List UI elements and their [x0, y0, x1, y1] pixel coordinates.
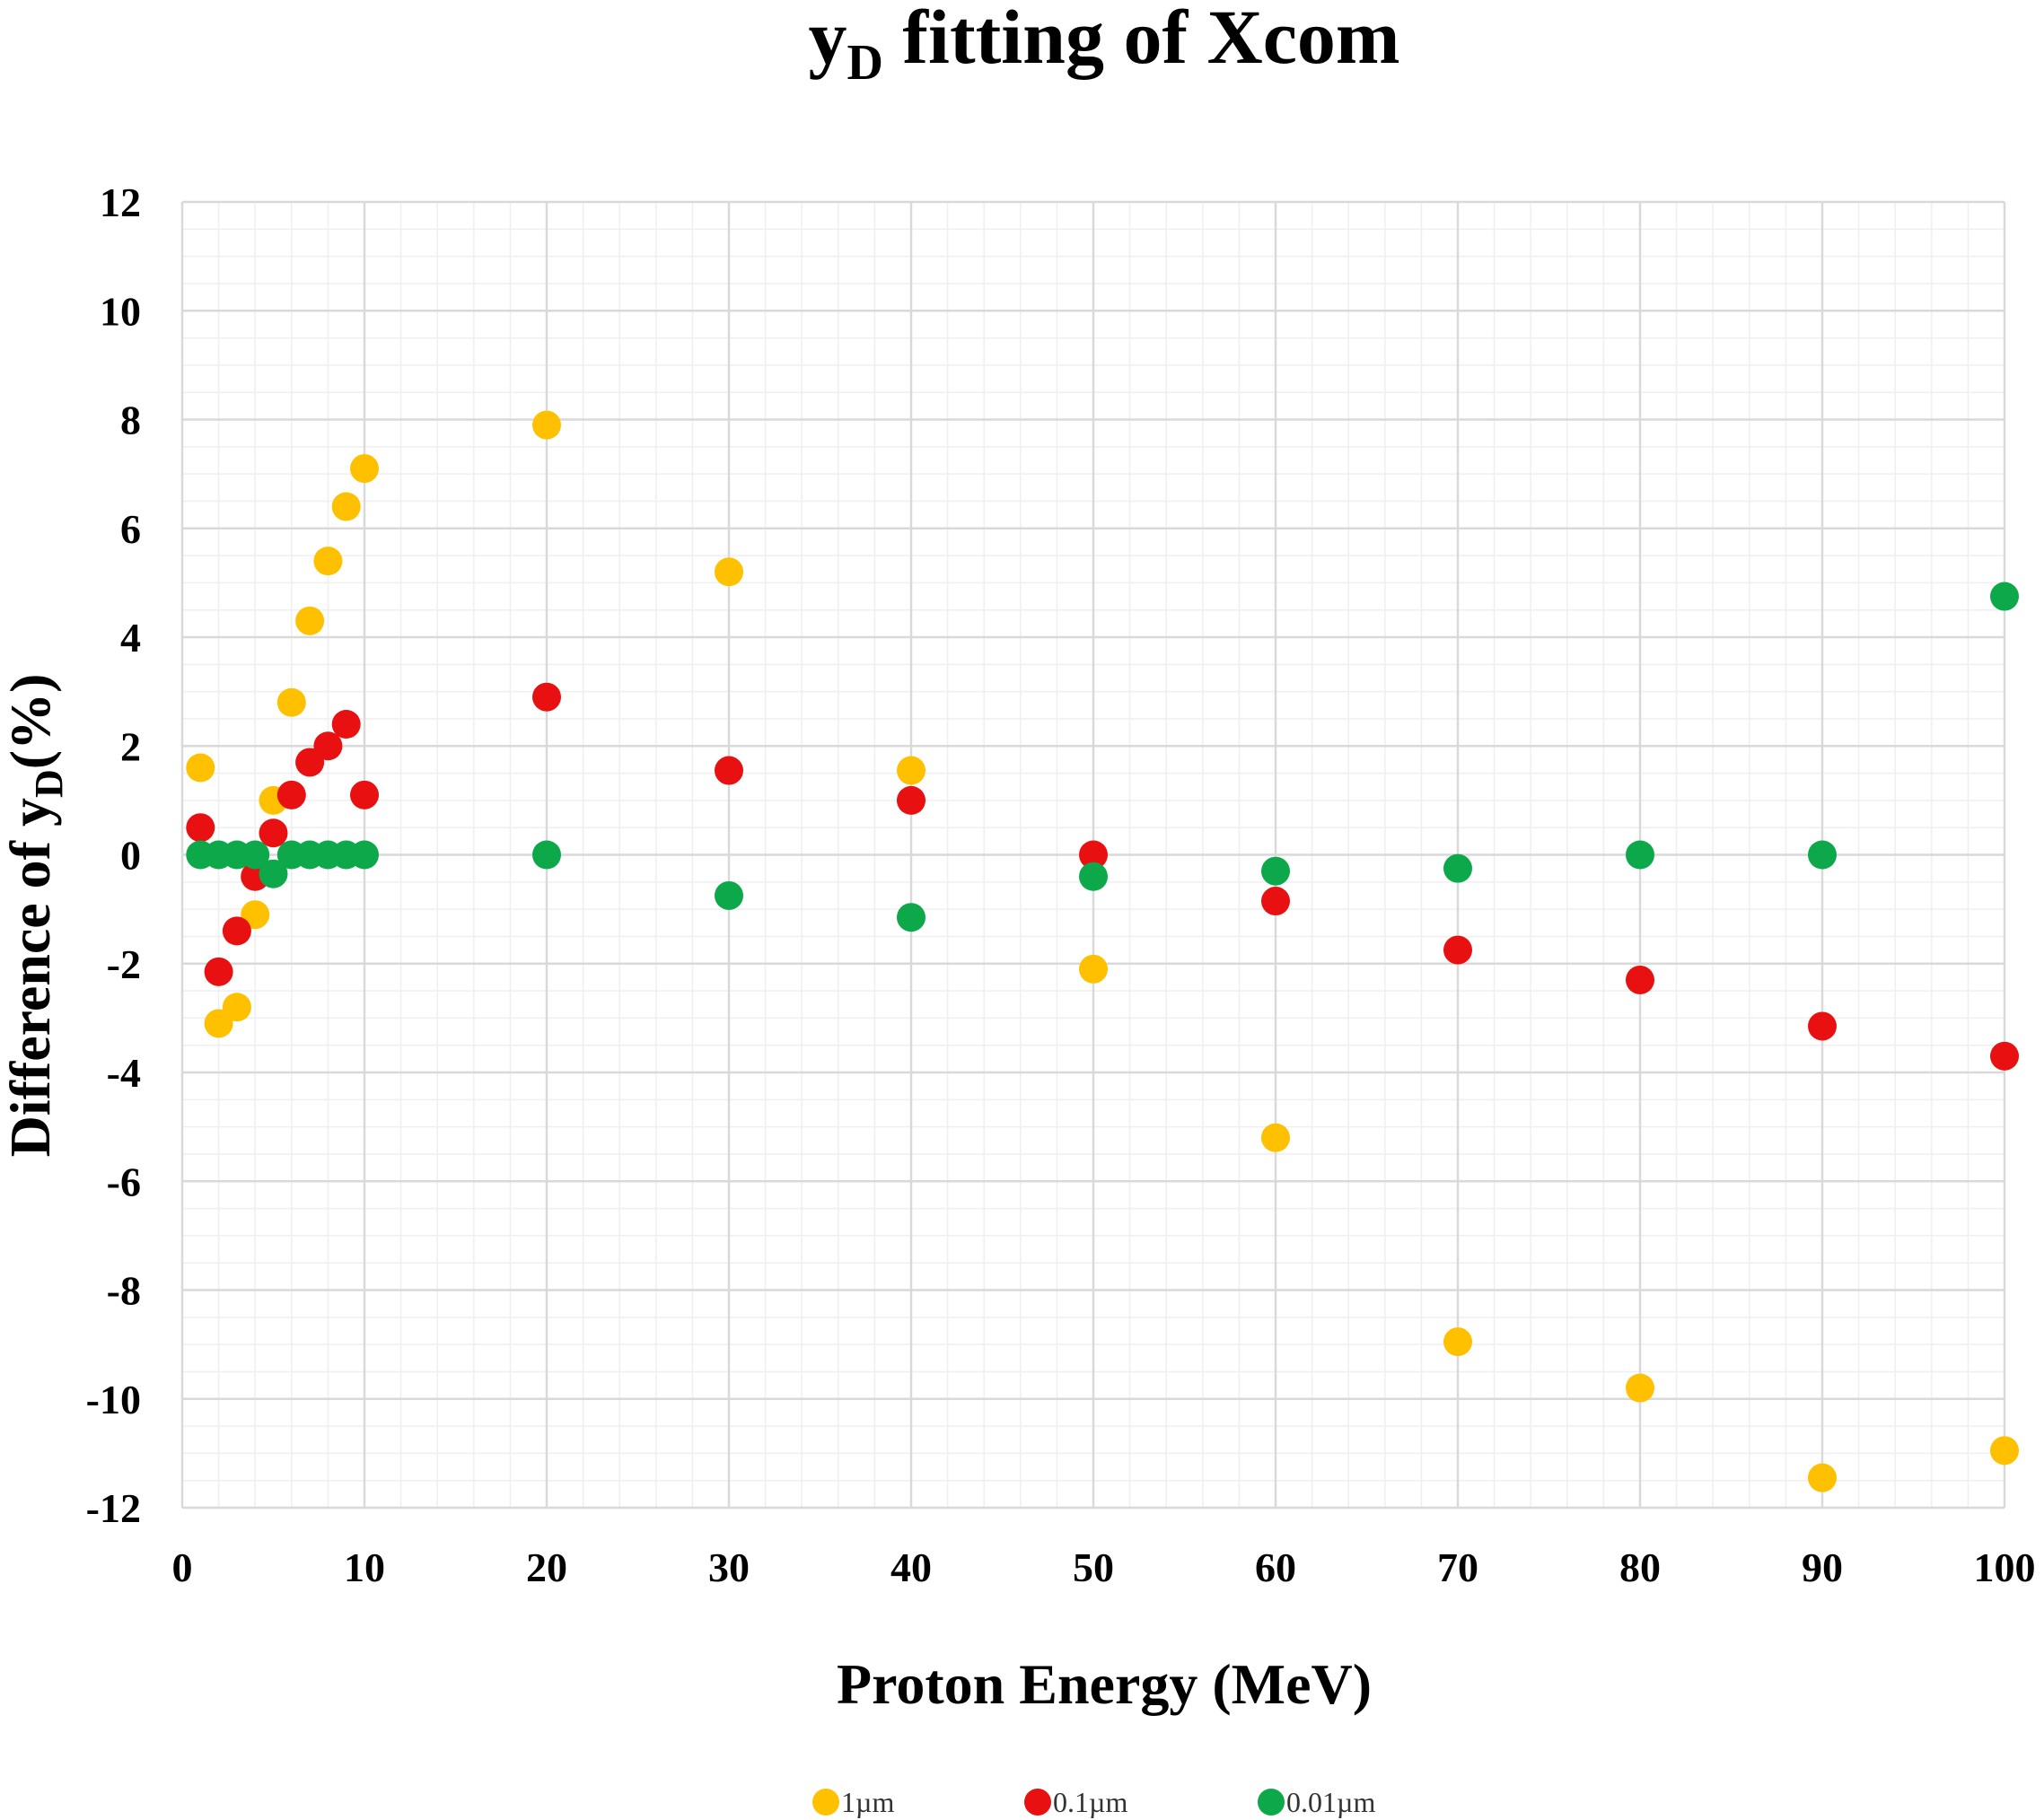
- series-0: [186, 410, 2019, 1492]
- y-axis-label-subscript: D: [27, 769, 71, 798]
- y-tick-label: -4: [107, 1050, 141, 1096]
- series-1: [186, 682, 2019, 1071]
- data-point: [241, 840, 270, 870]
- chart-title-main: y: [808, 0, 847, 80]
- x-tick-label: 70: [1437, 1544, 1478, 1590]
- data-points: [186, 410, 2019, 1492]
- data-point: [897, 903, 926, 932]
- data-point: [1261, 1123, 1290, 1152]
- data-point: [1079, 862, 1108, 891]
- data-point: [204, 957, 233, 986]
- data-point: [313, 547, 343, 576]
- data-point: [715, 880, 743, 910]
- data-point: [1990, 1436, 2019, 1466]
- data-point: [313, 731, 343, 761]
- data-point: [350, 454, 379, 484]
- x-tick-label: 100: [1974, 1544, 2036, 1590]
- y-tick-label: 8: [120, 398, 141, 443]
- data-point: [186, 753, 215, 783]
- y-tick-label: -8: [107, 1268, 141, 1314]
- legend-label: 1µm: [841, 1786, 894, 1818]
- data-point: [1990, 1041, 2019, 1071]
- data-point: [350, 780, 379, 809]
- data-point: [1808, 840, 1837, 870]
- data-point: [259, 859, 288, 888]
- data-point: [532, 840, 561, 870]
- legend: 1µm 0.1µm 0.01µm: [812, 1786, 1375, 1818]
- data-point: [1261, 887, 1290, 916]
- data-point: [1079, 954, 1108, 984]
- data-point: [1261, 856, 1290, 886]
- y-tick-label: 6: [120, 506, 141, 552]
- x-tick-label: 10: [344, 1544, 385, 1590]
- data-point: [222, 916, 251, 946]
- data-point: [1443, 935, 1472, 965]
- legend-label: 0.01µm: [1286, 1786, 1375, 1818]
- x-tick-label: 0: [172, 1544, 193, 1590]
- y-axis-label-suffix: (%): [0, 674, 62, 770]
- y-axis-label: Difference of yD(%): [0, 674, 71, 1158]
- legend-item-1: 0.1µm: [1024, 1786, 1127, 1818]
- data-point: [186, 813, 215, 843]
- x-tick-label: 20: [526, 1544, 567, 1590]
- x-tick-label: 60: [1255, 1544, 1296, 1590]
- x-tick-label: 50: [1073, 1544, 1114, 1590]
- legend-item-0: 1µm: [812, 1786, 894, 1818]
- data-point: [276, 687, 306, 717]
- data-point: [1626, 840, 1654, 870]
- x-tick-label: 30: [708, 1544, 750, 1590]
- chart-title-rest: fitting of Xcom: [883, 0, 1400, 80]
- x-axis-label: Proton Energy (MeV): [837, 1652, 1372, 1716]
- data-point: [897, 756, 926, 785]
- data-point: [1443, 853, 1472, 883]
- data-point: [1990, 582, 2019, 611]
- y-tick-label: 4: [120, 615, 141, 661]
- legend-marker: [1024, 1789, 1051, 1816]
- x-tick-label: 40: [890, 1544, 932, 1590]
- data-point: [276, 780, 306, 809]
- data-point: [259, 818, 288, 848]
- data-point: [222, 993, 251, 1022]
- data-point: [1443, 1327, 1472, 1357]
- y-tick-label: -2: [107, 941, 141, 987]
- data-point: [1626, 1373, 1654, 1403]
- data-point: [532, 410, 561, 440]
- legend-marker: [812, 1789, 839, 1816]
- data-point: [1808, 1463, 1837, 1492]
- x-axis-ticks: 0 10 20 30 40 50 60 70 80 90 100: [172, 1544, 2036, 1590]
- data-point: [1626, 965, 1654, 994]
- data-point: [532, 682, 561, 712]
- data-point: [897, 785, 926, 815]
- chart-title-subscript: D: [847, 35, 882, 91]
- legend-item-2: 0.01µm: [1258, 1786, 1375, 1818]
- y-tick-label: 0: [120, 833, 141, 879]
- y-axis-label-prefix: Difference of y: [0, 798, 62, 1157]
- data-point: [1808, 1011, 1837, 1041]
- data-point: [331, 710, 361, 739]
- y-tick-label: -6: [107, 1159, 141, 1204]
- x-tick-label: 90: [1802, 1544, 1843, 1590]
- x-tick-label: 80: [1619, 1544, 1661, 1590]
- data-point: [1079, 840, 1108, 870]
- y-tick-label: -12: [86, 1485, 141, 1531]
- legend-label: 0.1µm: [1053, 1786, 1127, 1818]
- data-point: [715, 756, 743, 785]
- y-tick-label: -10: [86, 1377, 141, 1422]
- y-tick-label: 10: [100, 288, 141, 334]
- legend-marker: [1258, 1789, 1285, 1816]
- chart-title: yD fitting of Xcom: [808, 0, 1399, 91]
- series-2: [186, 582, 2019, 932]
- data-point: [715, 557, 743, 587]
- data-point: [350, 840, 379, 870]
- data-point: [331, 492, 361, 521]
- y-tick-label: 12: [100, 179, 141, 225]
- y-tick-label: 2: [120, 723, 141, 769]
- data-point: [295, 606, 325, 635]
- y-axis-ticks: -12 -10 -8 -6 -4 -2 0 2 4 6 8 10 12: [86, 179, 141, 1531]
